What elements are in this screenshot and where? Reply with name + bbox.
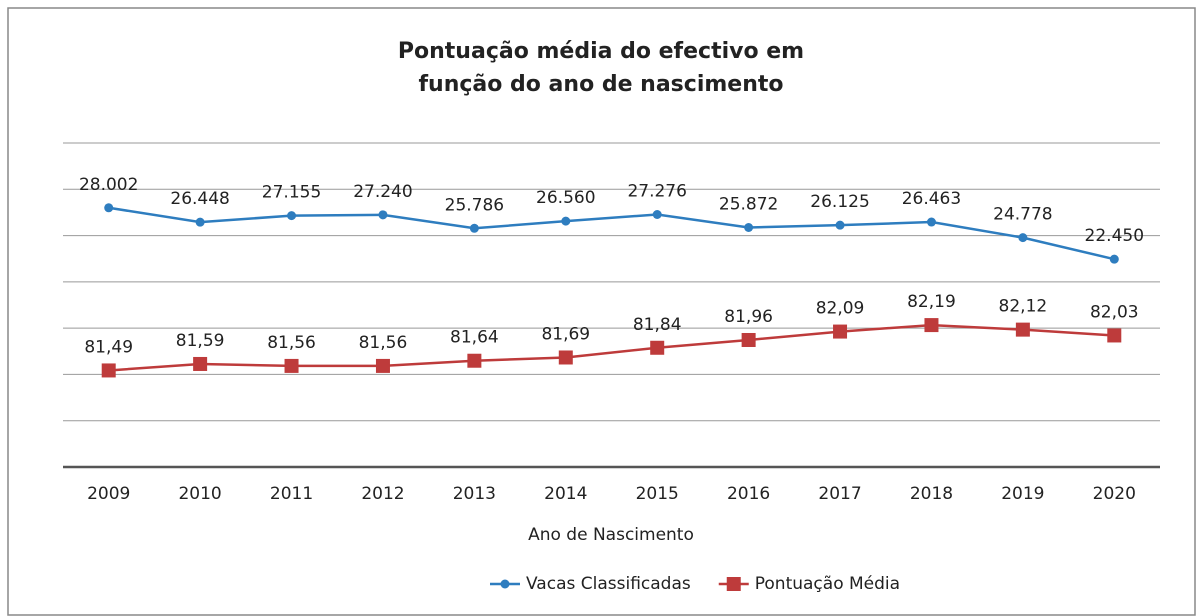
data-label: 26.560 xyxy=(536,188,595,208)
x-tick-label: 2018 xyxy=(910,484,953,504)
x-tick-label: 2015 xyxy=(636,484,679,504)
x-tick-label: 2010 xyxy=(178,484,221,504)
data-point xyxy=(926,217,936,227)
x-tick-label: 2014 xyxy=(544,484,587,504)
x-tick-label: 2019 xyxy=(1001,484,1044,504)
data-label: 25.872 xyxy=(719,194,778,214)
legend-marker xyxy=(726,577,741,591)
chart-title: função do ano de nascimento xyxy=(418,72,783,97)
data-point xyxy=(1109,254,1119,264)
chart-frame xyxy=(7,7,1196,616)
data-point xyxy=(741,332,756,347)
data-point xyxy=(833,324,848,339)
data-label: 82,03 xyxy=(1090,302,1139,322)
data-point xyxy=(284,358,299,373)
data-point xyxy=(1015,322,1030,337)
data-point xyxy=(650,340,665,355)
data-point xyxy=(744,222,754,232)
data-point xyxy=(378,210,388,220)
legend-label: Pontuação Média xyxy=(755,574,900,594)
data-label: 27.276 xyxy=(627,182,686,202)
x-tick-label: 2009 xyxy=(87,484,130,504)
data-label: 81,69 xyxy=(541,324,590,344)
data-point xyxy=(193,356,208,371)
series-line xyxy=(108,206,1115,261)
data-label: 81,64 xyxy=(450,328,499,348)
x-tick-label: 2016 xyxy=(727,484,770,504)
chart-title: Pontuação média do efectivo em xyxy=(398,39,804,64)
data-label: 26.463 xyxy=(902,189,961,209)
data-point xyxy=(195,217,205,227)
x-tick-label: 2017 xyxy=(818,484,861,504)
data-point xyxy=(101,363,116,378)
data-point xyxy=(469,223,479,233)
data-label: 81,56 xyxy=(267,333,316,353)
data-point xyxy=(375,358,390,373)
series-line xyxy=(108,323,1115,372)
data-label: 26.448 xyxy=(170,189,229,209)
data-point xyxy=(467,353,482,368)
data-label: 22.450 xyxy=(1085,226,1144,246)
data-label: 27.240 xyxy=(353,182,412,202)
data-label: 24.778 xyxy=(993,205,1052,225)
data-label: 81,84 xyxy=(633,315,682,335)
x-tick-label: 2013 xyxy=(453,484,496,504)
x-tick-label: 2011 xyxy=(270,484,313,504)
data-point xyxy=(558,350,573,365)
data-point xyxy=(1107,328,1122,343)
data-label: 27.155 xyxy=(262,183,321,203)
data-point xyxy=(835,220,845,230)
data-point xyxy=(652,210,662,220)
data-point xyxy=(104,203,114,213)
data-label: 28.002 xyxy=(79,175,138,195)
data-label: 82,19 xyxy=(907,292,956,312)
data-label: 25.786 xyxy=(445,195,504,215)
data-label: 82,09 xyxy=(816,299,865,319)
legend-marker xyxy=(500,579,510,589)
data-label: 81,96 xyxy=(724,307,773,327)
x-tick-label: 2012 xyxy=(361,484,404,504)
data-label: 82,12 xyxy=(999,297,1048,317)
x-tick-label: 2020 xyxy=(1093,484,1136,504)
data-point xyxy=(1018,233,1028,243)
data-point xyxy=(287,211,297,221)
data-label: 81,56 xyxy=(359,333,408,353)
data-point xyxy=(561,216,571,226)
data-label: 26.125 xyxy=(810,192,869,212)
data-point xyxy=(924,318,939,333)
data-label: 81,59 xyxy=(176,331,225,351)
x-axis-title: Ano de Nascimento xyxy=(528,525,694,545)
data-label: 81,49 xyxy=(84,337,133,357)
legend-label: Vacas Classificadas xyxy=(526,574,691,594)
